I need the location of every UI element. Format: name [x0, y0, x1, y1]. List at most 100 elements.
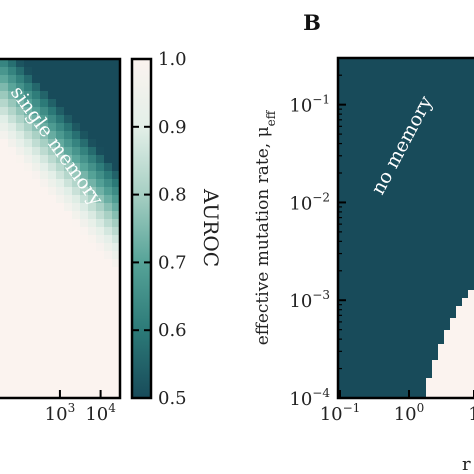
panel-a-cell — [80, 115, 88, 123]
panel-a-cell — [40, 379, 48, 387]
panel-a-cell — [48, 299, 56, 307]
panel-a-cell — [40, 107, 48, 115]
panel-a-cell — [48, 195, 56, 203]
panel-a-cell — [80, 323, 88, 331]
panel-a-cell — [56, 163, 64, 171]
panel-a-cell — [56, 155, 64, 163]
panel-a-cell — [88, 299, 96, 307]
panel-a-cell — [96, 75, 104, 83]
panel-a-cell — [112, 195, 120, 203]
panel-a-cell — [72, 355, 80, 363]
panel-a-cell — [64, 219, 72, 227]
panel-a-cell — [72, 259, 80, 267]
panel-a-cell — [64, 83, 72, 91]
colorbar-tick-labels: 0.5 0.6 0.7 0.8 0.9 1.0 — [158, 49, 187, 409]
panel-a-cell — [56, 115, 64, 123]
panel-a-cell — [112, 179, 120, 187]
panel-a-cell — [40, 91, 48, 99]
panel-a-cell — [40, 267, 48, 275]
panel-a-cell — [96, 339, 104, 347]
panel-a-cell — [80, 347, 88, 355]
panel-a-cell — [40, 187, 48, 195]
colorbar-label: AUROC — [199, 188, 223, 267]
panel-a-cell — [56, 291, 64, 299]
panel-a-cell — [40, 115, 48, 123]
colorbar-tick-label: 0.6 — [158, 320, 187, 341]
panel-a-cell — [88, 235, 96, 243]
panel-a-cell — [72, 107, 80, 115]
panel-a-cell — [88, 91, 96, 99]
panel-a-cell — [40, 251, 48, 259]
panel-a-cell — [56, 107, 64, 115]
panel-a-cell — [32, 267, 40, 275]
panel-a-cell — [96, 259, 104, 267]
panel-a-cell — [72, 91, 80, 99]
panel-a-cell — [48, 107, 56, 115]
panel-a-cell — [96, 203, 104, 211]
panel-a-cell — [96, 107, 104, 115]
panel-a-cell — [104, 227, 112, 235]
panel-a-cell — [112, 107, 120, 115]
panel-a-cell — [56, 251, 64, 259]
panel-a-cell — [64, 387, 72, 395]
panel-a-cell — [88, 315, 96, 323]
panel-a-cell — [24, 259, 32, 267]
panel-a-cell — [8, 123, 16, 131]
panel-a-cell — [40, 179, 48, 187]
panel-a-cell — [16, 395, 24, 398]
panel-a-cell — [56, 307, 64, 315]
panel-a-cell — [0, 315, 8, 323]
panel-a-cell — [48, 219, 56, 227]
panel-a-cell — [24, 147, 32, 155]
panel-a-cell — [24, 283, 32, 291]
panel-a-cell — [32, 395, 40, 398]
panel-a-cell — [8, 75, 16, 83]
panel-a-cell — [16, 323, 24, 331]
panel-a-cell — [0, 339, 8, 347]
panel-b-x-ticks: 10−11001 — [320, 390, 474, 425]
panel-a-cell — [88, 275, 96, 283]
panel-a-cell — [40, 331, 48, 339]
panel-a-cell — [56, 219, 64, 227]
panel-a-cell — [72, 155, 80, 163]
panel-a-cell — [48, 99, 56, 107]
panel-a-cell — [48, 59, 56, 67]
panel-a-cell — [88, 75, 96, 83]
panel-a-cell — [56, 139, 64, 147]
panel-a-cell — [40, 291, 48, 299]
panel-a-cell — [80, 379, 88, 387]
panel-a-cell — [24, 387, 32, 395]
panel-a-cell — [112, 363, 120, 371]
panel-a-cell — [64, 251, 72, 259]
panel-a-cell — [40, 275, 48, 283]
panel-a-cell — [8, 315, 16, 323]
panel-a-cell — [80, 283, 88, 291]
panel-a-cell — [0, 67, 8, 75]
panel-a-cell — [48, 83, 56, 91]
panel-a-cell — [8, 83, 16, 91]
panel-a-cell — [80, 251, 88, 259]
colorbar-tick-label: 0.9 — [158, 117, 187, 138]
panel-a-cell — [56, 323, 64, 331]
panel-a-cell — [88, 379, 96, 387]
panel-a-cell — [112, 259, 120, 267]
panel-a-cell — [8, 363, 16, 371]
panel-a-cell — [32, 371, 40, 379]
panel-a-cell — [32, 251, 40, 259]
panel-a-cell — [24, 83, 32, 91]
panel-a-cell — [48, 323, 56, 331]
panel-a-cell — [56, 299, 64, 307]
panel-a-cell — [72, 139, 80, 147]
panel-a-cell — [80, 163, 88, 171]
panel-a-cell — [80, 227, 88, 235]
panel-a-cell — [0, 187, 8, 195]
panel-a-cell — [96, 267, 104, 275]
tick-exp: −3 — [312, 288, 330, 302]
panel-a-cell — [8, 67, 16, 75]
panel-b-high-region — [426, 290, 474, 398]
panel-b-y-label-main: effective mutation rate, μ — [253, 126, 273, 345]
panel-a-cell — [104, 291, 112, 299]
panel-a-cell — [72, 219, 80, 227]
panel-a-cell — [80, 219, 88, 227]
